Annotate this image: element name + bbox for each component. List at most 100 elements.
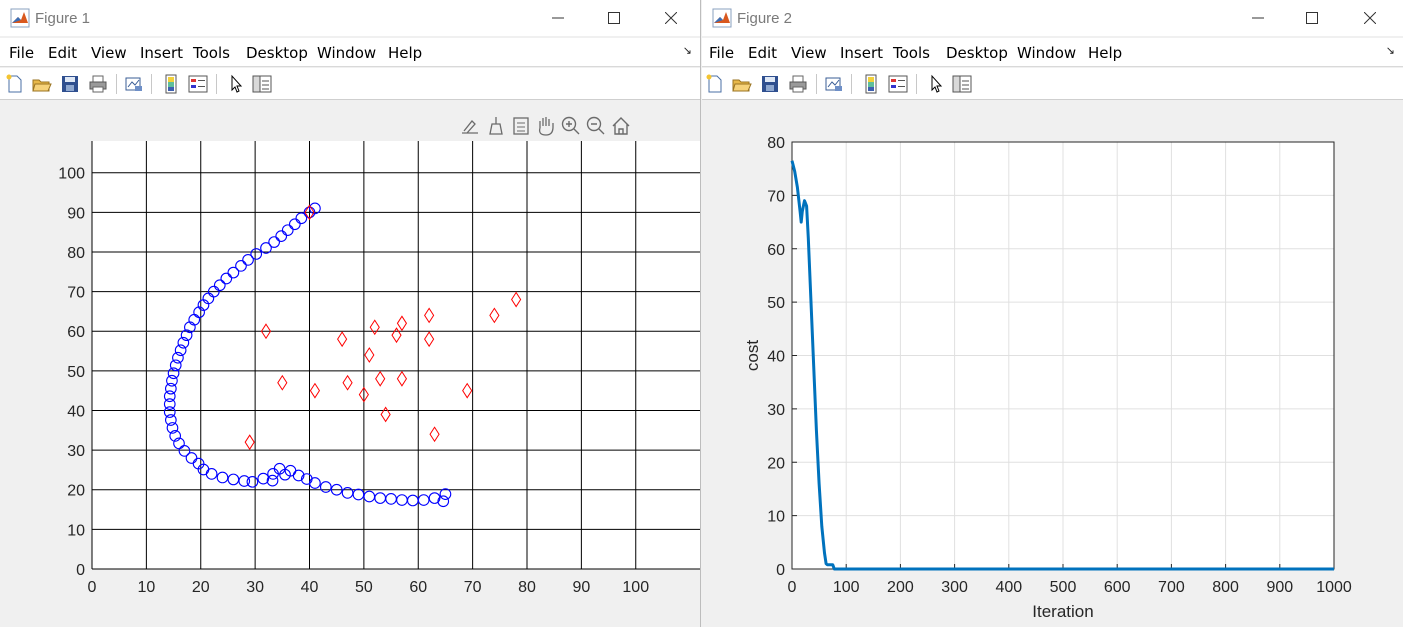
edit-plot-icon[interactable]	[925, 73, 947, 95]
insert-legend-icon[interactable]	[887, 73, 909, 95]
data-tips-icon[interactable]	[489, 117, 503, 135]
data-point-circle	[166, 422, 179, 434]
x-tick-label: 400	[995, 579, 1022, 596]
link-plot-icon[interactable]	[123, 73, 145, 95]
print-icon[interactable]	[87, 73, 109, 95]
x-tick-label: 900	[1266, 579, 1293, 596]
menu-help[interactable]: Help	[1088, 44, 1123, 62]
toolbar-separator	[916, 74, 917, 94]
menu-tools[interactable]: Tools	[893, 44, 930, 62]
y-tick-label: 40	[67, 403, 85, 420]
data-point-diamond	[511, 291, 522, 308]
close-button[interactable]	[643, 0, 699, 36]
data-point-circle	[309, 477, 321, 489]
x-tick-label: 100	[833, 579, 860, 596]
menu-window[interactable]: Window	[317, 44, 377, 62]
data-point-circle	[238, 475, 251, 487]
minimize-button[interactable]	[1230, 0, 1286, 36]
data-point-circle	[330, 483, 343, 496]
menu-insert[interactable]: Insert	[840, 44, 884, 62]
menu-view[interactable]: View	[791, 44, 827, 62]
print-icon[interactable]	[787, 73, 809, 95]
data-cursor-icon[interactable]	[513, 117, 529, 135]
minimize-button[interactable]	[530, 0, 586, 36]
line-plot[interactable]: 0 100 200 300 400 500 600 700 800 900 1000 0 10 20 30 4…	[702, 100, 1403, 627]
zoom-out-icon[interactable]	[586, 116, 605, 135]
property-inspector-icon[interactable]	[951, 73, 973, 95]
menu-desktop[interactable]: Desktop	[946, 44, 1008, 62]
data-point-circle	[184, 321, 196, 334]
data-point-circle	[268, 236, 281, 248]
menu-file[interactable]: File	[9, 44, 35, 62]
x-tick-label: 1000	[1316, 579, 1352, 596]
data-point-diamond	[358, 386, 369, 403]
data-point-diamond	[429, 426, 440, 443]
figure-1-window: Figure 1 File Edit View Insert Tools Des…	[0, 0, 701, 627]
new-figure-icon[interactable]	[704, 73, 726, 95]
menu-file[interactable]: File	[709, 44, 735, 62]
data-point-circle	[163, 406, 176, 418]
data-point-circle	[163, 398, 176, 410]
data-point-circle	[428, 492, 441, 504]
x-tick-label: 40	[301, 579, 319, 596]
data-point-diamond	[309, 382, 321, 399]
menu-window[interactable]: Window	[1017, 44, 1077, 62]
scatter-plot[interactable]: 0 10 20 30 40 50 60 70 80 90 100 0 10 20 30 40 50 60 70 80 9…	[0, 100, 701, 627]
x-tick-label: 800	[1212, 579, 1239, 596]
menu-help[interactable]: Help	[388, 44, 423, 62]
y-tick-label: 70	[67, 285, 85, 302]
menu-edit[interactable]: Edit	[48, 44, 78, 62]
data-point-diamond	[369, 319, 380, 336]
edit-plot-icon[interactable]	[225, 73, 247, 95]
data-point-diamond	[396, 370, 408, 387]
data-point-diamond	[277, 374, 288, 391]
insert-legend-icon[interactable]	[187, 73, 209, 95]
menu-insert[interactable]: Insert	[140, 44, 184, 62]
open-file-icon[interactable]	[731, 73, 753, 95]
property-inspector-icon[interactable]	[251, 73, 273, 95]
y-tick-label: 80	[767, 135, 785, 152]
data-point-diamond	[424, 307, 435, 324]
menu-desktop[interactable]: Desktop	[246, 44, 308, 62]
x-tick-label: 0	[88, 579, 97, 596]
x-tick-label: 30	[246, 579, 264, 596]
data-point-circle	[266, 474, 279, 487]
save-icon[interactable]	[59, 73, 81, 95]
data-point-circle	[227, 266, 240, 279]
minimize-icon	[1252, 17, 1264, 19]
maximize-button[interactable]	[1284, 0, 1340, 36]
home-icon[interactable]	[612, 117, 630, 135]
data-point-circle	[260, 242, 272, 254]
link-plot-icon[interactable]	[823, 73, 845, 95]
pan-hand-icon[interactable]	[538, 117, 554, 136]
menu-view[interactable]: View	[91, 44, 127, 62]
y-tick-label: 100	[58, 166, 85, 183]
data-point-diamond	[244, 434, 255, 451]
title-bar[interactable]: Figure 1	[0, 0, 700, 36]
title-bar[interactable]: Figure 2	[702, 0, 1403, 36]
data-point-circle	[174, 344, 187, 357]
close-icon	[665, 12, 677, 24]
dock-arrow-icon[interactable]: ↘	[1385, 45, 1395, 57]
brush-icon[interactable]	[462, 120, 478, 134]
figure-canvas: 0 10 20 30 40 50 60 70 80 90 100 0 10 20 30 40 50 60 70 80 9…	[0, 100, 700, 627]
data-point-circle	[178, 445, 191, 457]
data-point-circle	[292, 469, 305, 482]
y-tick-label: 20	[67, 483, 85, 500]
insert-colorbar-icon[interactable]	[860, 73, 882, 95]
save-icon[interactable]	[759, 73, 781, 95]
menu-edit[interactable]: Edit	[748, 44, 778, 62]
close-button[interactable]	[1342, 0, 1398, 36]
dock-arrow-icon[interactable]: ↘	[682, 45, 692, 57]
open-file-icon[interactable]	[31, 73, 53, 95]
y-tick-label: 10	[67, 522, 85, 539]
new-figure-icon[interactable]	[4, 73, 26, 95]
y-tick-label: 30	[767, 402, 785, 419]
y-tick-label: 60	[767, 242, 785, 259]
menu-tools[interactable]: Tools	[193, 44, 230, 62]
insert-colorbar-icon[interactable]	[160, 73, 182, 95]
y-tick-label: 40	[767, 349, 785, 366]
zoom-in-icon[interactable]	[561, 116, 580, 135]
toolbar-separator	[816, 74, 817, 94]
maximize-button[interactable]	[586, 0, 642, 36]
